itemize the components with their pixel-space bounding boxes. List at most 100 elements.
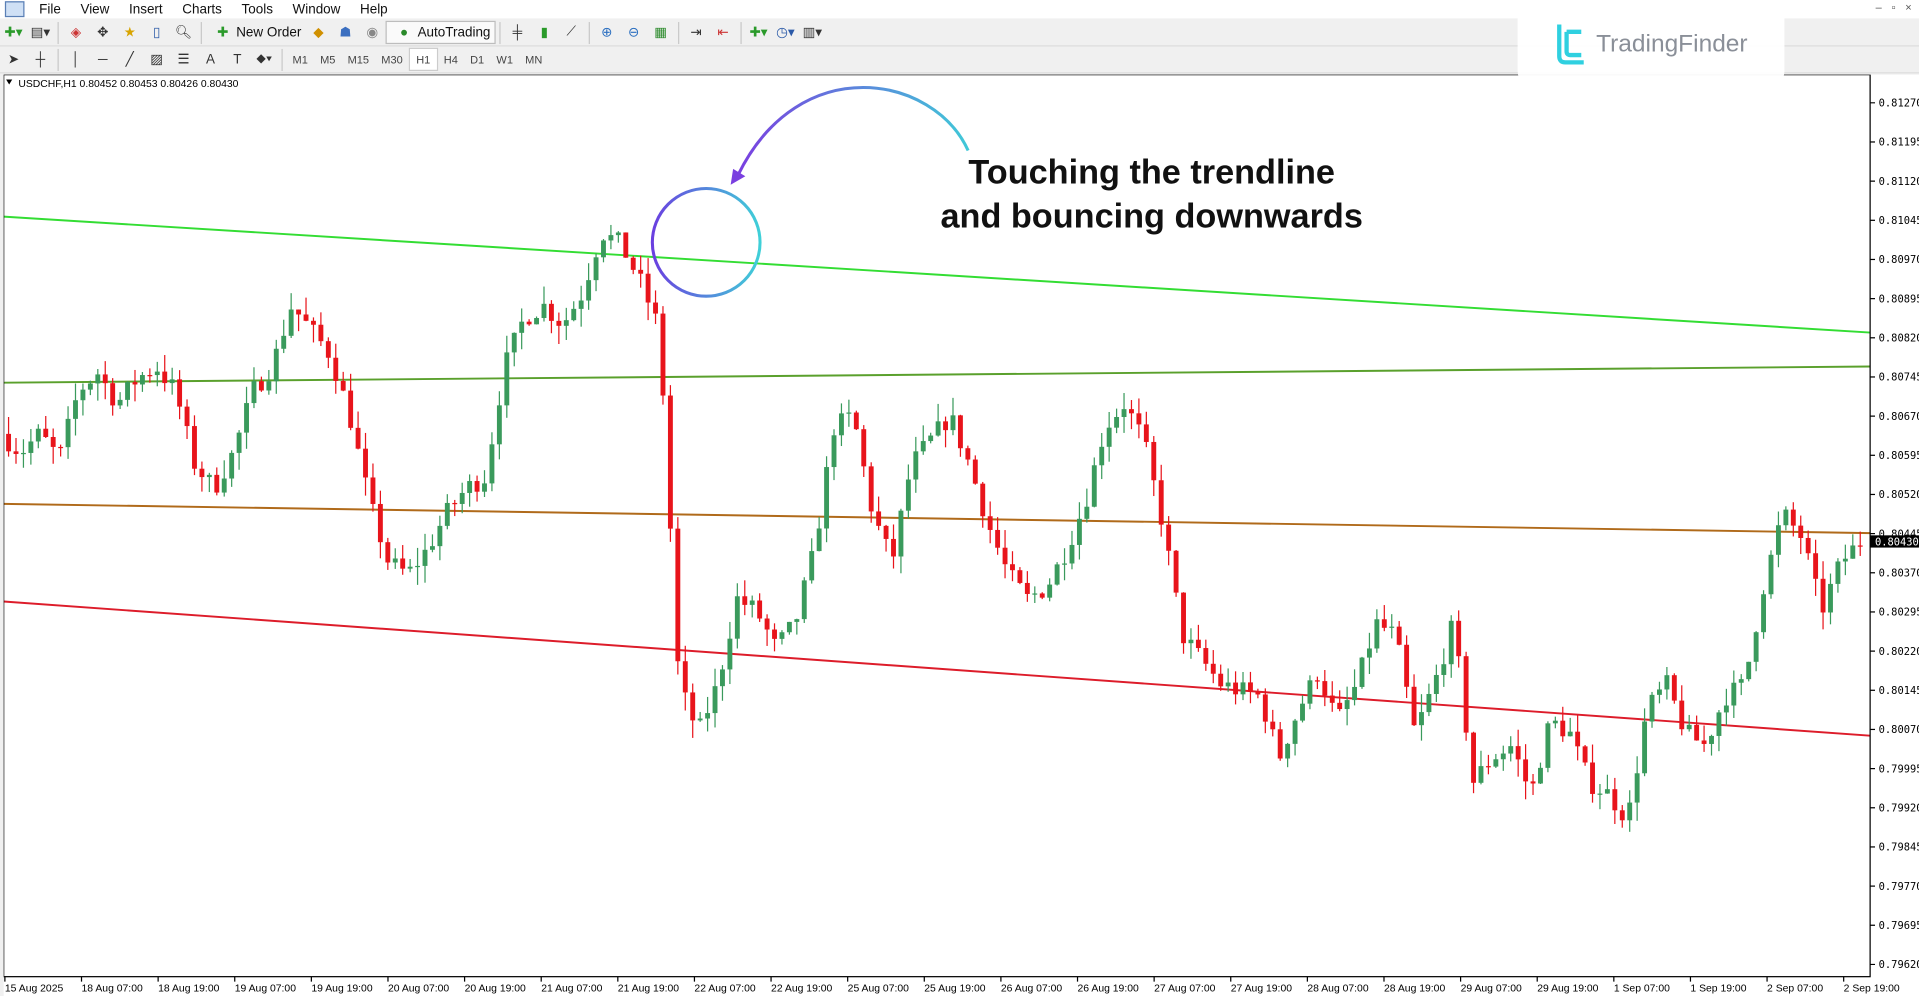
options-icon[interactable]: ◉ [366, 25, 379, 41]
new-order-button[interactable]: ✚ New Order [206, 21, 305, 44]
bull-candle [1448, 620, 1454, 665]
bear-candle [1523, 759, 1529, 782]
trendline-icon[interactable]: ╱ [125, 52, 134, 68]
text-label-icon[interactable]: T [233, 52, 242, 67]
bear-candle [1679, 700, 1685, 730]
bull-candle [1686, 724, 1692, 730]
candlestick-icon[interactable]: ▮ [540, 25, 549, 41]
bull-candle [206, 474, 212, 478]
fibonacci-icon[interactable]: ☰ [177, 52, 190, 68]
bull-candle [1627, 802, 1633, 821]
signals-icon[interactable]: ☗ [339, 25, 352, 41]
bull-candle [1649, 694, 1655, 722]
bull-candle [65, 418, 71, 448]
equidistant-channel-icon[interactable]: ▨ [150, 52, 164, 68]
bear-candle [333, 357, 339, 381]
menu-insert[interactable]: Insert [128, 1, 163, 17]
timeframe-h4[interactable]: H4 [443, 53, 458, 66]
price-chart[interactable]: USDCHF,H1 0.80452 0.80453 0.80426 0.8043… [3, 74, 1919, 996]
timeframe-w1[interactable]: W1 [496, 53, 513, 66]
horizontal-line-icon[interactable]: ─ [98, 52, 108, 67]
timeframe-m5[interactable]: M5 [320, 53, 336, 66]
market-watch-icon[interactable]: ◈ [70, 25, 82, 41]
bull-candle [1062, 563, 1067, 565]
price-tick-label: 0.79620 [1879, 959, 1919, 971]
cursor-icon[interactable]: ➤ [7, 52, 20, 68]
time-tick-label: 25 Aug 07:00 [848, 983, 909, 994]
templates-icon[interactable]: ▥▾ [802, 25, 823, 41]
bull-candle [1285, 743, 1291, 759]
favorites-icon[interactable]: ★ [123, 25, 136, 41]
line-chart-icon[interactable]: ⟋ [566, 24, 576, 40]
bear-candle [102, 374, 108, 384]
close-icon[interactable]: × [1905, 1, 1912, 14]
new-chart-icon[interactable]: ✚▾ [4, 25, 23, 41]
bull-candle [905, 479, 911, 511]
restore-icon[interactable]: ▫ [1891, 1, 1896, 14]
bear-candle [1233, 682, 1239, 695]
collapse-triangle-icon[interactable] [6, 79, 13, 85]
menu-window[interactable]: Window [292, 1, 341, 17]
strategy-tester-icon[interactable]: 🔍︎ [175, 25, 193, 41]
bull-candle [1106, 427, 1112, 447]
bull-candle [1642, 721, 1648, 774]
timeframe-h1[interactable]: H1 [408, 47, 438, 71]
time-tick-label: 20 Aug 07:00 [388, 983, 449, 994]
bear-candle [526, 321, 532, 325]
metaeditor-icon[interactable]: ◆ [313, 25, 324, 41]
bear-candle [1790, 509, 1796, 526]
bear-candle [638, 269, 644, 274]
menu-tools[interactable]: Tools [241, 1, 273, 17]
bull-candle [1441, 664, 1447, 675]
bull-candle [1604, 789, 1610, 794]
bull-candle [1500, 753, 1506, 760]
bear-candle [1129, 409, 1134, 414]
bull-candle [794, 619, 800, 622]
auto-scroll-icon[interactable]: ⇥ [690, 25, 702, 41]
menu-charts[interactable]: Charts [182, 1, 222, 17]
profiles-icon[interactable]: ▤▾ [30, 25, 51, 41]
bull-candle [407, 566, 413, 569]
timeframe-m15[interactable]: M15 [347, 53, 370, 66]
bull-candle [786, 621, 792, 633]
chart-frame [3, 74, 1871, 978]
text-icon[interactable]: A [206, 52, 216, 67]
bull-candle [1775, 525, 1781, 555]
chart-shift-icon[interactable]: ⇤ [717, 25, 729, 41]
bull-candle [229, 452, 235, 479]
tile-windows-icon[interactable]: ▦ [654, 25, 667, 41]
arrows-icon[interactable]: ⬥▾ [256, 51, 273, 67]
time-tick-label: 26 Aug 07:00 [1001, 983, 1062, 994]
timeframe-mn[interactable]: MN [525, 53, 543, 66]
crosshair-navigator-icon[interactable]: ✥ [97, 25, 109, 41]
bull-candle [1352, 686, 1358, 701]
menu-view[interactable]: View [80, 1, 110, 17]
timeframe-m30[interactable]: M30 [381, 53, 403, 66]
indicators-icon[interactable]: ✚▾ [749, 25, 768, 41]
bull-candle [288, 309, 294, 336]
bear-candle [660, 313, 666, 396]
bear-candle [1619, 810, 1625, 821]
zoom-in-icon[interactable]: ⊕ [601, 25, 613, 41]
crosshair-icon[interactable]: ┼ [35, 52, 46, 67]
terminal-icon[interactable]: ▯ [152, 25, 161, 41]
menu-file[interactable]: File [39, 1, 61, 17]
chart-window[interactable]: USDCHF,H1 0.80452 0.80453 0.80426 0.8043… [3, 74, 1919, 996]
vertical-line-icon[interactable]: │ [71, 52, 81, 67]
timeframe-m1[interactable]: M1 [292, 53, 308, 66]
bar-chart-icon[interactable]: ╪ [512, 25, 523, 40]
zoom-out-icon[interactable]: ⊖ [627, 25, 640, 41]
minimize-icon[interactable]: – [1875, 1, 1882, 14]
bear-candle [258, 381, 264, 391]
bear-candle [318, 324, 324, 342]
bull-candle [1850, 545, 1856, 559]
autotrading-button[interactable]: ● AutoTrading [385, 20, 496, 45]
timeframe-d1[interactable]: D1 [470, 53, 485, 66]
bear-candle [132, 382, 138, 385]
menu-help[interactable]: Help [359, 1, 388, 17]
bear-candle [682, 661, 688, 693]
bear-candle [214, 474, 220, 493]
bull-candle [824, 467, 830, 529]
periods-icon[interactable]: ◷▾ [776, 25, 795, 41]
bear-candle [58, 446, 64, 449]
